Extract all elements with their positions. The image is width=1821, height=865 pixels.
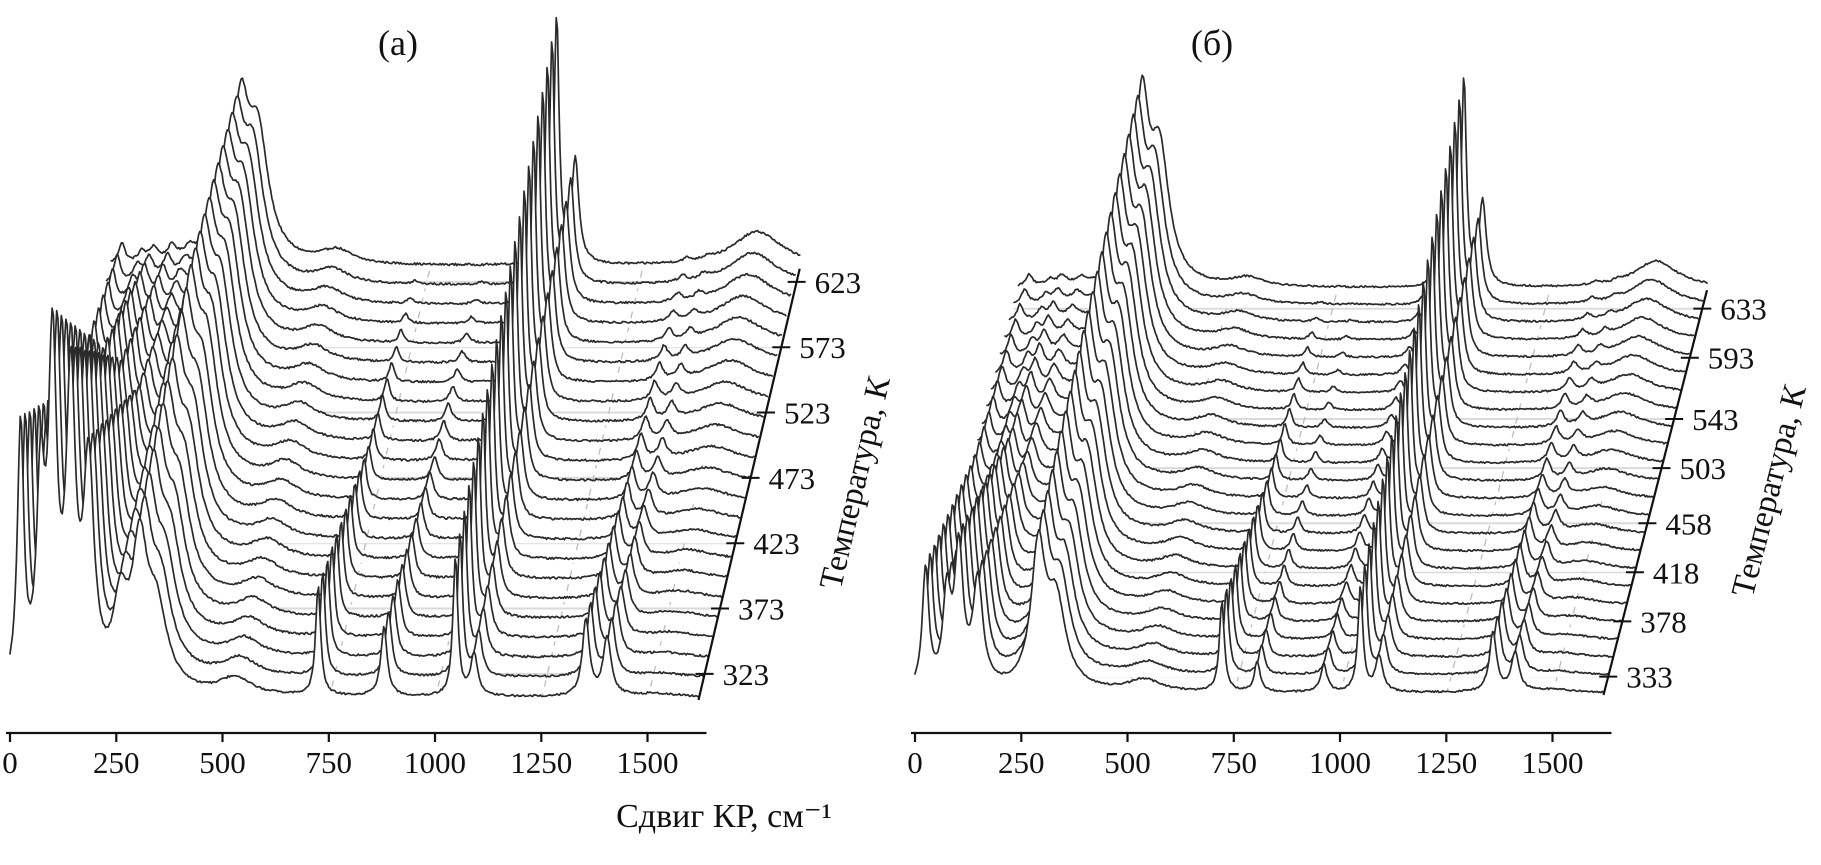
x-tick-label: 250	[93, 745, 140, 780]
temperature-tick-label: 323	[723, 657, 770, 692]
spectrum-curve	[36, 328, 727, 580]
spectrum-curve	[27, 322, 718, 620]
panel-b-title: (б)	[1190, 23, 1234, 63]
spectrum-curve	[18, 314, 709, 659]
x-tick-label: 0	[907, 745, 923, 780]
spectrum-fill	[915, 529, 1604, 695]
spectrum-fill	[10, 308, 699, 700]
temperature-tick-label: 633	[1720, 292, 1767, 327]
x-tick-label: 500	[199, 745, 246, 780]
spectrum-curve	[13, 309, 704, 678]
temperature-tick-label: 523	[784, 396, 831, 431]
x-tick-label: 500	[1104, 745, 1151, 780]
x-tick-label: 1250	[1415, 745, 1477, 780]
x-tick-label: 750	[306, 745, 353, 780]
spectrum-curve	[914, 528, 1605, 694]
temperature-tick-label: 473	[769, 461, 816, 496]
panel-b-plot: 0 250 500 750 1000 1250 1500 333 378 418 458 503 543…	[907, 74, 1767, 780]
temperature-tick-label: 418	[1653, 555, 1700, 590]
temperature-tick-label: 458	[1665, 506, 1712, 541]
temperature-tick-label: 423	[753, 526, 800, 561]
spectrum-curve	[9, 307, 700, 698]
x-tick-label: 0	[2, 745, 18, 780]
spectrum-curve	[22, 318, 714, 639]
floor-x-gridline	[328, 268, 431, 701]
temperature-axis-line	[697, 268, 801, 701]
floor-x-gridline	[540, 268, 644, 701]
temperature-tick-label: 623	[815, 265, 862, 300]
x-tick-label: 1500	[1522, 745, 1584, 780]
x-tick-label: 1500	[617, 745, 679, 780]
panel-a-title: (а)	[378, 23, 418, 63]
temperature-tick-label: 378	[1640, 604, 1687, 639]
x-tick-label: 1250	[510, 745, 572, 780]
temperature-tick-label: 593	[1708, 341, 1755, 376]
temperature-tick-label: 543	[1692, 402, 1739, 437]
temperature-tick-label: 573	[799, 330, 846, 365]
x-tick-label: 1000	[1309, 745, 1371, 780]
panel-a-plot: 0 250 500 750 1000 1250 1500 323 373 423 473 523 573…	[2, 16, 862, 780]
temperature-tick-label: 503	[1680, 451, 1727, 486]
spectrum-curve	[32, 324, 723, 600]
temperature-tick-label: 373	[738, 592, 785, 627]
temperature-tick-label: 333	[1626, 660, 1673, 695]
x-tick-label: 1000	[404, 745, 466, 780]
x-axis-label: Сдвиг КР, см⁻¹	[616, 798, 832, 835]
x-tick-label: 750	[1211, 745, 1258, 780]
x-tick-label: 250	[998, 745, 1045, 780]
